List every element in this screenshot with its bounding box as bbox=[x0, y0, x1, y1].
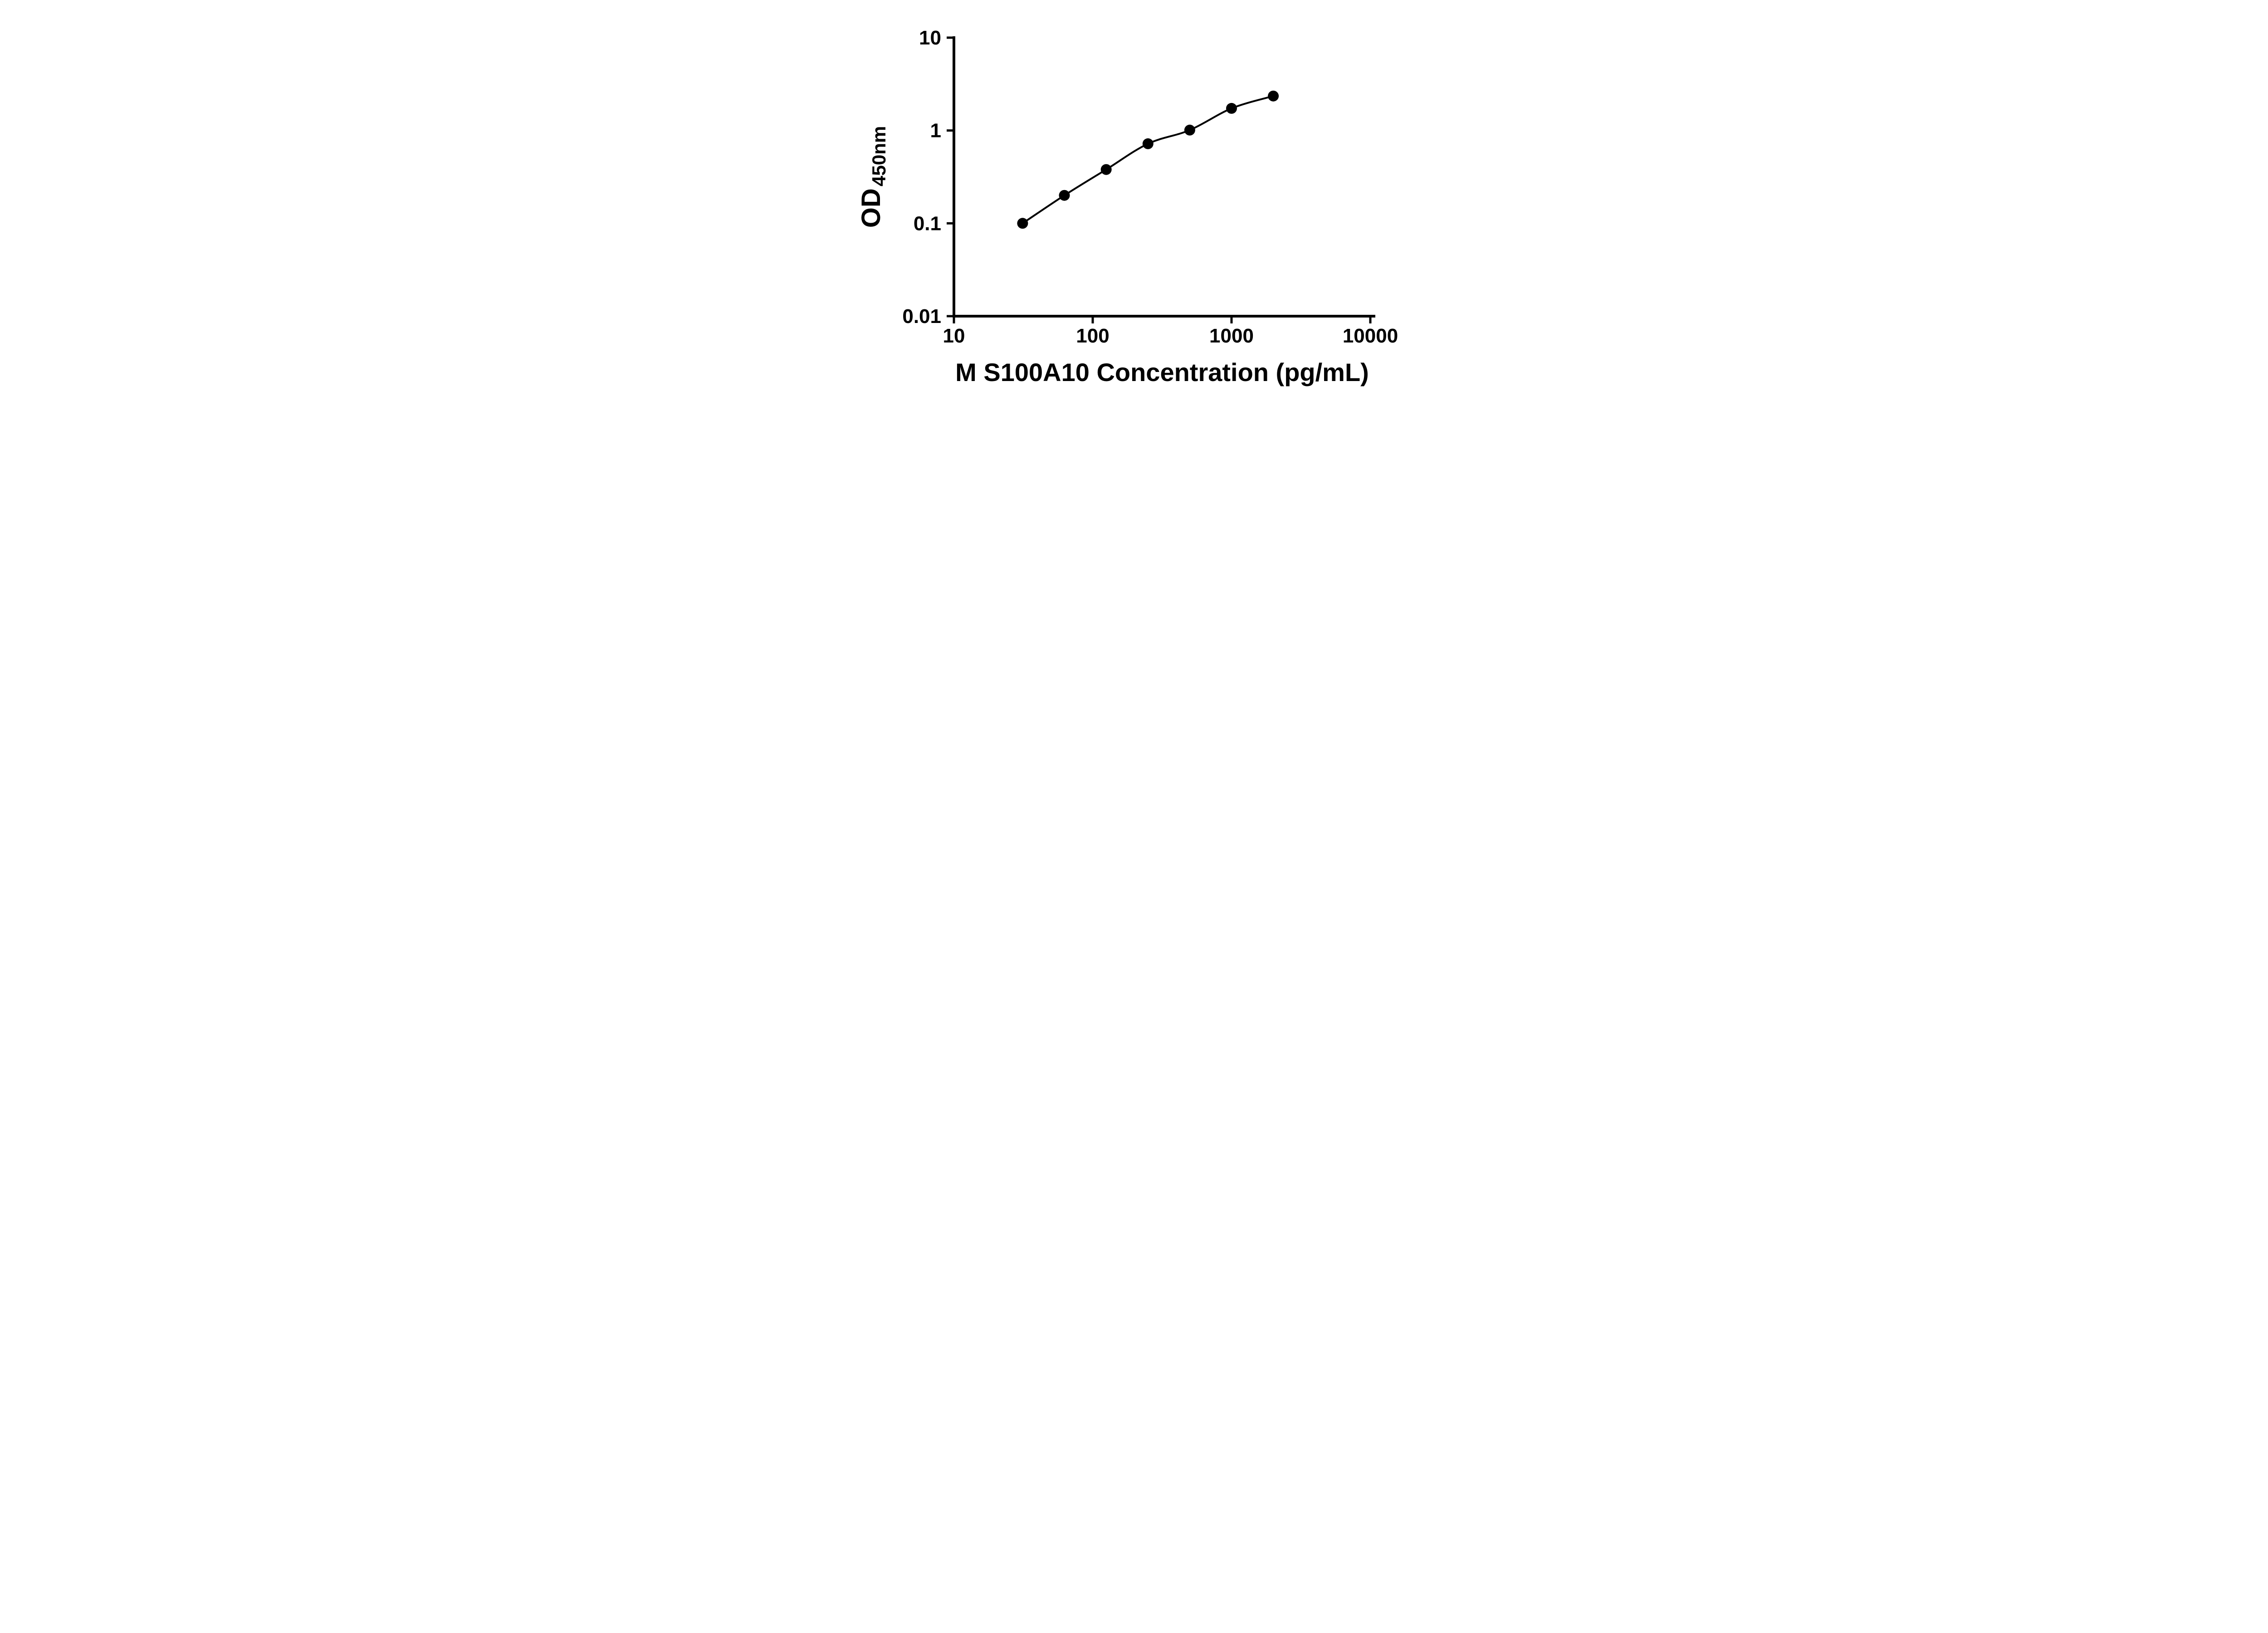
x-tick-label: 10 bbox=[943, 325, 965, 347]
y-axis-title-subscript: 450nm bbox=[868, 126, 890, 186]
data-point bbox=[1059, 190, 1070, 201]
y-tick-label: 10 bbox=[919, 27, 941, 49]
data-point bbox=[1184, 124, 1195, 136]
data-point bbox=[1267, 90, 1279, 102]
axis-spines bbox=[952, 36, 1375, 318]
standard-curve-line bbox=[1022, 95, 1274, 224]
standard-curve-chart: 10 100 1000 10000 0.01 0.1 1 10 M S100A10 Conce… bbox=[843, 0, 1426, 408]
x-axis-title-text: M S100A10 Concentration (pg/mL) bbox=[955, 358, 1369, 386]
data-point bbox=[1100, 164, 1112, 175]
y-axis-title-main: OD bbox=[856, 188, 886, 228]
data-point bbox=[1142, 138, 1154, 149]
y-axis-title: OD 450nm bbox=[856, 126, 890, 228]
plot-svg: 10 100 1000 10000 0.01 0.1 1 10 M S100A10 Conce… bbox=[856, 27, 1398, 386]
data-point bbox=[1017, 218, 1028, 229]
series-layer bbox=[1017, 90, 1279, 229]
axes-layer: 10 100 1000 10000 0.01 0.1 1 10 bbox=[902, 27, 1398, 347]
x-tick-label: 10000 bbox=[1342, 325, 1398, 347]
x-axis-title: M S100A10 Concentration (pg/mL) bbox=[955, 358, 1369, 386]
y-tick-label: 1 bbox=[930, 120, 941, 142]
y-tick-label: 0.01 bbox=[902, 305, 941, 328]
data-point bbox=[1226, 103, 1237, 114]
y-tick-label: 0.1 bbox=[913, 212, 941, 235]
x-tick-label: 1000 bbox=[1209, 325, 1254, 347]
x-tick-label: 100 bbox=[1076, 325, 1109, 347]
